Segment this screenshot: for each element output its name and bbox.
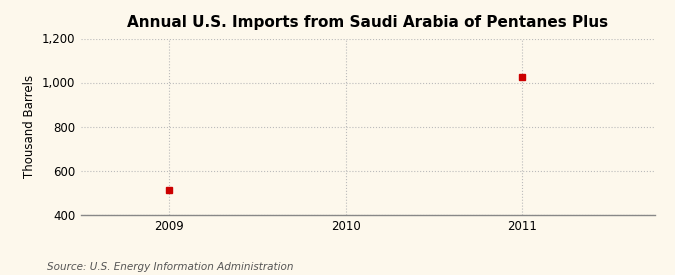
Text: Source: U.S. Energy Information Administration: Source: U.S. Energy Information Administ… [47, 262, 294, 272]
Title: Annual U.S. Imports from Saudi Arabia of Pentanes Plus: Annual U.S. Imports from Saudi Arabia of… [128, 15, 608, 31]
Y-axis label: Thousand Barrels: Thousand Barrels [24, 75, 36, 178]
